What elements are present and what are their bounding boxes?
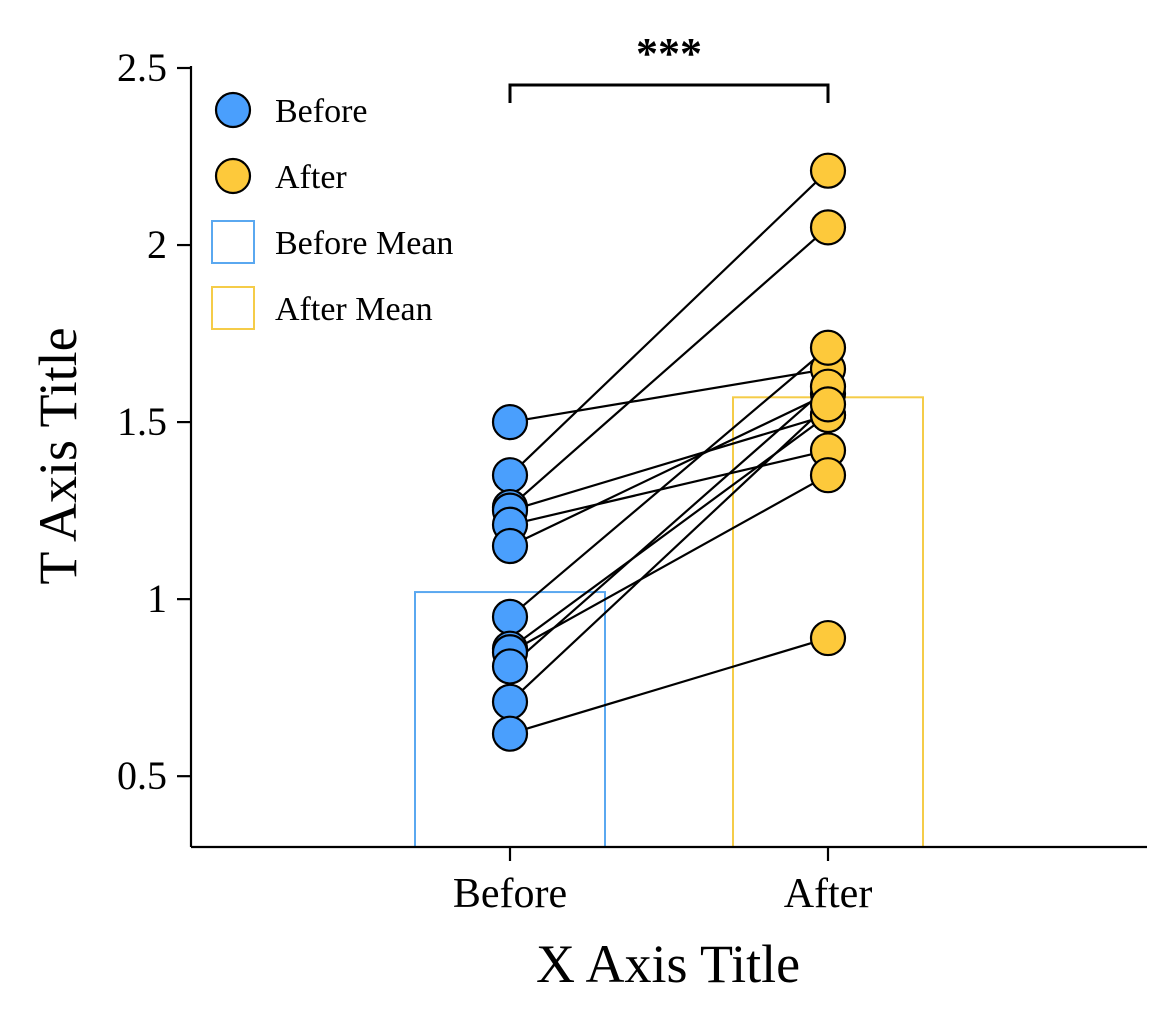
y-axis-title: T Axis Title bbox=[28, 327, 88, 584]
x-tick-label: Before bbox=[453, 871, 567, 917]
significance-label: *** bbox=[636, 29, 702, 78]
pair-lines bbox=[509, 169, 829, 735]
legend-swatch-after-mean bbox=[211, 286, 255, 330]
axis-titles: X Axis Title T Axis Title bbox=[28, 327, 800, 994]
point-before bbox=[491, 457, 529, 494]
point-after bbox=[809, 209, 847, 246]
legend-label: Before bbox=[275, 93, 368, 130]
pair-line bbox=[509, 226, 829, 508]
significance-bracket-line bbox=[508, 83, 830, 103]
legend-label: After Mean bbox=[275, 291, 433, 328]
pair-line bbox=[509, 169, 829, 476]
y-tick-label: 1 bbox=[147, 576, 167, 621]
y-tick-label: 1.5 bbox=[117, 399, 167, 444]
pair-line bbox=[509, 474, 829, 654]
point-before bbox=[491, 683, 529, 720]
point-before bbox=[491, 598, 529, 635]
mean-bars bbox=[414, 396, 924, 849]
legend-label: After bbox=[275, 159, 347, 196]
point-after bbox=[809, 619, 847, 657]
pair-line bbox=[509, 385, 829, 668]
axes: 0.5 1 1.5 2 2.5 Before After bbox=[117, 45, 1147, 917]
point-after bbox=[809, 386, 847, 423]
pair-line bbox=[509, 413, 829, 512]
pair-line bbox=[509, 392, 829, 548]
y-tick-label: 2.5 bbox=[117, 45, 167, 90]
legend-marker-after bbox=[214, 157, 252, 195]
pair-line bbox=[509, 449, 829, 526]
x-axis-title: X Axis Title bbox=[536, 934, 800, 994]
legend-label: Before Mean bbox=[275, 225, 453, 262]
point-before bbox=[491, 527, 529, 565]
point-before bbox=[491, 648, 529, 685]
point-after bbox=[809, 329, 847, 366]
y-tick-label: 2 bbox=[147, 222, 167, 267]
point-before bbox=[491, 715, 529, 752]
x-tick-label: After bbox=[784, 871, 873, 917]
data-points bbox=[491, 152, 847, 752]
y-tick-label: 0.5 bbox=[117, 753, 167, 798]
pair-line bbox=[509, 367, 829, 424]
legend-marker-before bbox=[214, 91, 252, 129]
pair-line bbox=[509, 346, 829, 618]
legend: Before After Before Mean After Mean bbox=[211, 91, 453, 330]
significance-bracket: *** bbox=[508, 29, 830, 103]
legend-swatch-before-mean bbox=[211, 220, 255, 264]
point-before bbox=[491, 403, 529, 441]
point-after bbox=[809, 152, 847, 189]
pair-line bbox=[509, 403, 829, 703]
pair-line bbox=[509, 637, 829, 735]
point-after bbox=[809, 457, 847, 494]
